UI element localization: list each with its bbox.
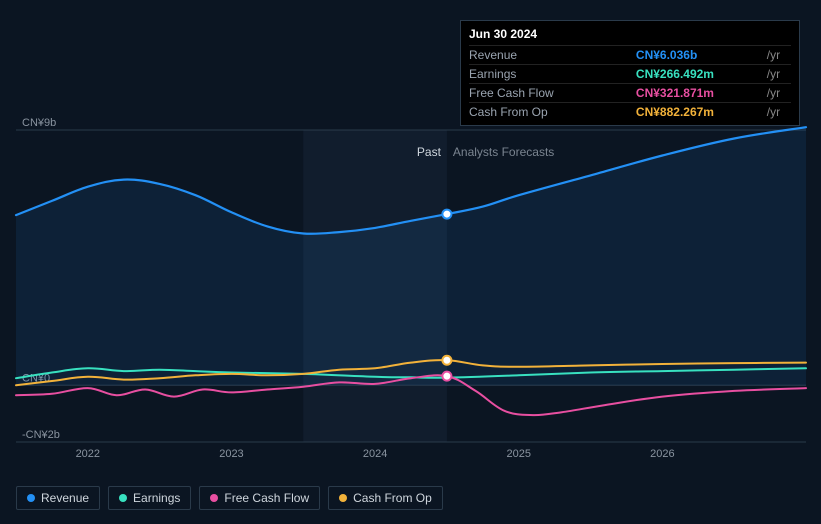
tooltip-row: RevenueCN¥6.036b/yr bbox=[469, 46, 791, 65]
tooltip-table: RevenueCN¥6.036b/yrEarningsCN¥266.492m/y… bbox=[469, 45, 791, 121]
marker-revenue bbox=[442, 210, 451, 219]
x-axis-label: 2023 bbox=[219, 448, 243, 460]
tooltip-row: Cash From OpCN¥882.267m/yr bbox=[469, 103, 791, 122]
tooltip-row: EarningsCN¥266.492m/yr bbox=[469, 65, 791, 84]
tooltip-row-unit: /yr bbox=[763, 103, 791, 122]
tooltip-row-label: Earnings bbox=[469, 65, 636, 84]
tooltip-title: Jun 30 2024 bbox=[469, 27, 791, 41]
x-axis-label: 2026 bbox=[650, 448, 674, 460]
marker-fcf bbox=[442, 372, 451, 381]
tooltip-row-unit: /yr bbox=[763, 46, 791, 65]
legend-item-earnings[interactable]: Earnings bbox=[108, 486, 191, 510]
legend-item-label: Cash From Op bbox=[353, 491, 432, 505]
tooltip-row-unit: /yr bbox=[763, 65, 791, 84]
tooltip-row-unit: /yr bbox=[763, 84, 791, 103]
legend-dot-icon bbox=[27, 494, 35, 502]
past-label: Past bbox=[417, 145, 442, 159]
y-axis-label: -CN¥2b bbox=[22, 429, 60, 441]
tooltip-row-value: CN¥882.267m bbox=[636, 103, 763, 122]
forecast-label: Analysts Forecasts bbox=[453, 145, 554, 159]
tooltip-row: Free Cash FlowCN¥321.871m/yr bbox=[469, 84, 791, 103]
legend-item-label: Earnings bbox=[133, 491, 180, 505]
x-axis-label: 2024 bbox=[363, 448, 387, 460]
chart-legend: Revenue Earnings Free Cash Flow Cash From O… bbox=[16, 486, 443, 510]
tooltip-row-value: CN¥6.036b bbox=[636, 46, 763, 65]
legend-item-label: Free Cash Flow bbox=[224, 491, 309, 505]
legend-dot-icon bbox=[119, 494, 127, 502]
tooltip-row-value: CN¥321.871m bbox=[636, 84, 763, 103]
legend-item-label: Revenue bbox=[41, 491, 89, 505]
chart-tooltip: Jun 30 2024RevenueCN¥6.036b/yrEarningsCN… bbox=[460, 20, 800, 126]
x-axis-label: 2025 bbox=[506, 448, 530, 460]
legend-item-revenue[interactable]: Revenue bbox=[16, 486, 100, 510]
marker-cfo bbox=[442, 356, 451, 365]
legend-item-cfo[interactable]: Cash From Op bbox=[328, 486, 443, 510]
y-axis-label: CN¥9b bbox=[22, 117, 56, 129]
tooltip-row-value: CN¥266.492m bbox=[636, 65, 763, 84]
legend-item-fcf[interactable]: Free Cash Flow bbox=[199, 486, 320, 510]
legend-dot-icon bbox=[339, 494, 347, 502]
tooltip-row-label: Revenue bbox=[469, 46, 636, 65]
tooltip-row-label: Free Cash Flow bbox=[469, 84, 636, 103]
x-axis-label: 2022 bbox=[76, 448, 100, 460]
tooltip-row-label: Cash From Op bbox=[469, 103, 636, 122]
legend-dot-icon bbox=[210, 494, 218, 502]
